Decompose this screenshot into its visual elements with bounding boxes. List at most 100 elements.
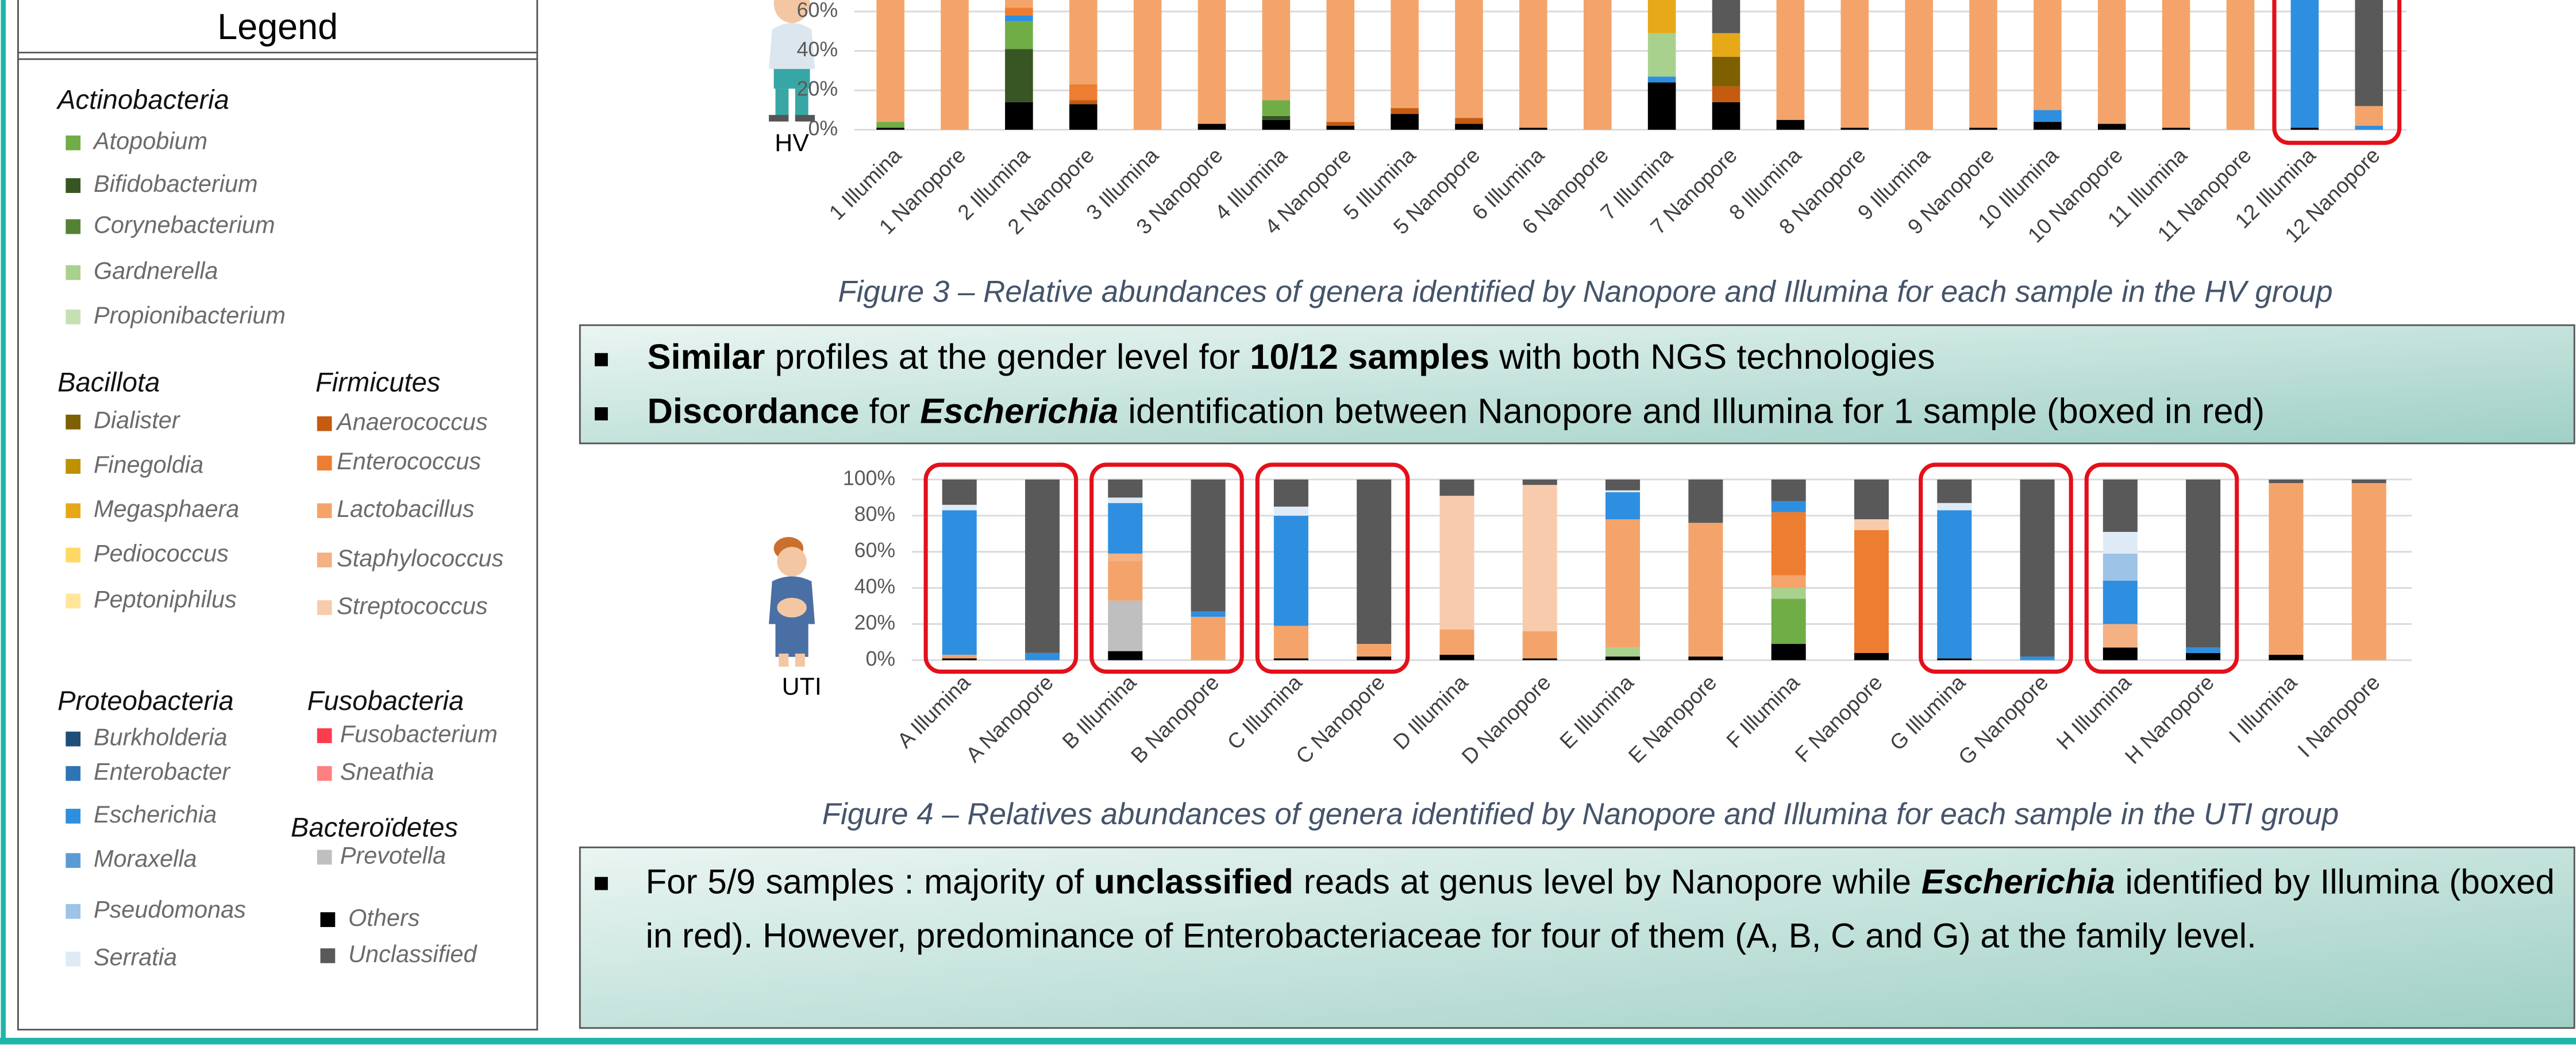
bar-segment xyxy=(1712,0,1741,33)
bar-segment xyxy=(876,0,904,122)
bar-segment xyxy=(1523,631,1557,658)
bar-segment xyxy=(942,658,977,660)
bar-segment xyxy=(1648,0,1676,33)
bar-segment xyxy=(1108,497,1142,503)
legend-swatch xyxy=(66,809,80,824)
bar-segment xyxy=(2103,647,2138,660)
bar-segment xyxy=(1005,49,1033,102)
legend-group-title: Fusobacteria xyxy=(307,685,464,716)
legend-label: Pseudomonas xyxy=(94,896,246,923)
bar-segment xyxy=(1025,480,1060,653)
y-tick-label: 20% xyxy=(797,78,838,101)
bar-segment xyxy=(1108,601,1142,651)
legend-label: Sneathia xyxy=(340,758,434,785)
bar-segment xyxy=(1025,653,1060,661)
bar-segment xyxy=(942,480,977,505)
bar-segment xyxy=(1688,657,1723,660)
legend-label: Enterobacter xyxy=(94,758,231,785)
bar-segment xyxy=(1584,0,1612,130)
y-tick-label: 40% xyxy=(797,38,838,61)
bar-segment xyxy=(2020,480,2055,657)
bar-segment xyxy=(1523,485,1557,631)
bar-segment xyxy=(2269,483,2303,655)
bar-segment xyxy=(2103,554,2138,581)
bar-segment xyxy=(1439,496,1474,630)
legend-swatch xyxy=(321,948,336,963)
bar-segment xyxy=(1937,503,1972,511)
bar-segment xyxy=(1772,512,1806,575)
bar-segment xyxy=(1262,120,1291,130)
y-tick-label: 20% xyxy=(854,611,895,634)
bar-segment xyxy=(1439,480,1474,496)
bar-segment xyxy=(2098,0,2126,124)
bar-segment xyxy=(2269,655,2303,660)
bar-segment xyxy=(941,0,969,130)
bar-segment xyxy=(1605,480,1640,491)
legend-label: Unclassified xyxy=(348,940,478,967)
bar-segment xyxy=(2186,480,2220,647)
legend-swatch xyxy=(66,459,80,474)
bar-segment xyxy=(1712,86,1741,102)
legend-label: Fusobacterium xyxy=(340,720,498,747)
bar-segment xyxy=(1274,516,1308,626)
note-run: Escherichia xyxy=(920,392,1118,431)
bar-segment xyxy=(2034,122,2062,130)
legend-label: Propionibacterium xyxy=(94,302,286,329)
bar-segment xyxy=(1191,611,1226,616)
bar-segment xyxy=(1069,0,1098,84)
bar-segment xyxy=(1854,480,1889,519)
bar-segment xyxy=(1391,108,1419,114)
bar-segment xyxy=(1648,33,1676,76)
legend-label: Finegoldia xyxy=(94,451,203,478)
bar-segment xyxy=(1274,480,1308,507)
figure-caption: Figure 4 – Relatives abundances of gener… xyxy=(822,797,2339,831)
legend-label: Gardnerella xyxy=(94,257,218,284)
bar-segment xyxy=(1108,554,1142,561)
note-run: identification between Nanopore and Illu… xyxy=(1118,392,2265,431)
bar-segment xyxy=(1523,658,1557,660)
bar-segment xyxy=(1905,0,1933,130)
bar-segment xyxy=(1772,598,1806,644)
note-run: Discordance xyxy=(647,392,859,431)
group-label: UTI xyxy=(782,673,822,700)
legend-swatch xyxy=(317,455,332,470)
note-run: with both NGS technologies xyxy=(1489,337,1935,377)
bar-segment xyxy=(1605,647,1640,657)
legend-label: Enterococcus xyxy=(337,447,481,474)
y-tick-label: 60% xyxy=(854,539,895,562)
bar-segment xyxy=(2227,0,2255,130)
legend-swatch xyxy=(66,548,80,563)
bar-segment xyxy=(1108,651,1142,661)
bar-segment xyxy=(2020,657,2055,660)
bar-segment xyxy=(2352,483,2386,660)
legend-swatch xyxy=(66,766,80,781)
bar-segment xyxy=(1439,655,1474,660)
legend-title: Legend xyxy=(217,7,338,47)
bar-segment xyxy=(1005,0,1033,7)
bar-segment xyxy=(1005,21,1033,49)
y-tick-label: 40% xyxy=(854,575,895,598)
legend-swatch xyxy=(317,728,332,743)
legend-group-title: Bacillota xyxy=(57,366,160,397)
bar-segment xyxy=(1854,653,1889,661)
bar-segment xyxy=(2291,128,2319,129)
bar-segment xyxy=(1840,0,1869,128)
bar-segment xyxy=(1777,0,1805,120)
bar-segment xyxy=(2103,480,2138,532)
bar-segment xyxy=(1069,104,1098,130)
y-tick-label: 80% xyxy=(854,503,895,526)
bar-segment xyxy=(1326,0,1354,122)
bar-segment xyxy=(1326,126,1354,130)
bar-segment xyxy=(1108,503,1142,554)
note-run: Similar xyxy=(647,337,765,377)
legend-swatch xyxy=(66,952,80,967)
bar-segment xyxy=(2269,480,2303,483)
bar-segment xyxy=(1108,561,1142,600)
bar-segment xyxy=(1262,100,1291,115)
bar-segment xyxy=(1519,128,1547,129)
bar-segment xyxy=(1357,657,1391,660)
note-paragraph: For 5/9 samples : majority of unclassifi… xyxy=(646,856,2555,964)
legend-label: Bifidobacterium xyxy=(94,170,258,197)
bar-segment xyxy=(2355,0,2383,106)
note-run: reads at genus level by Nanopore while xyxy=(1293,864,1922,902)
